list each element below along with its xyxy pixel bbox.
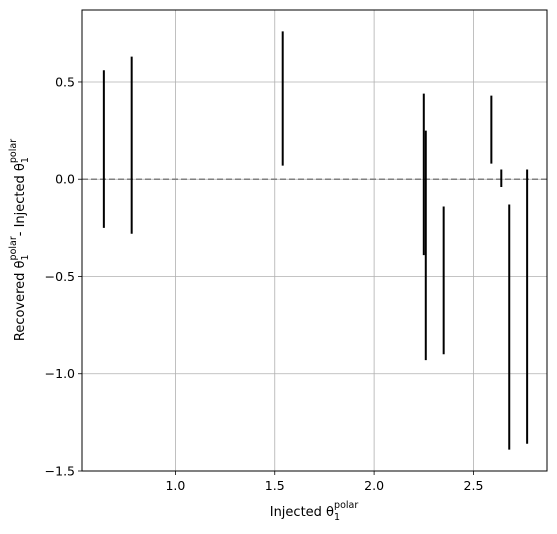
- y-axis-label: Recovered θ1polar- Injected θ1polar: [8, 139, 31, 341]
- plot-frame: [81, 9, 548, 472]
- x-tick-label: 1.0: [165, 478, 185, 493]
- y-tick-label: 0.0: [55, 172, 75, 187]
- y-tick-label: 0.5: [55, 74, 75, 89]
- x-tick-label: 2.0: [364, 478, 384, 493]
- y-tick-label: −0.5: [45, 269, 75, 284]
- x-axis-label: Injected θ1polar: [270, 500, 359, 523]
- error-bars: [102, 31, 529, 450]
- x-tick-label: 2.5: [464, 478, 484, 493]
- plot-background: [82, 10, 547, 471]
- y-axis-ticks: −1.5 −1.0 −0.5 0.0 0.5: [45, 74, 82, 479]
- x-tick-label: 1.5: [265, 478, 285, 493]
- x-axis-ticks: 1.0 1.5 2.0 2.5: [165, 471, 483, 493]
- y-tick-label: −1.5: [45, 464, 75, 479]
- y-tick-label: −1.0: [45, 366, 75, 381]
